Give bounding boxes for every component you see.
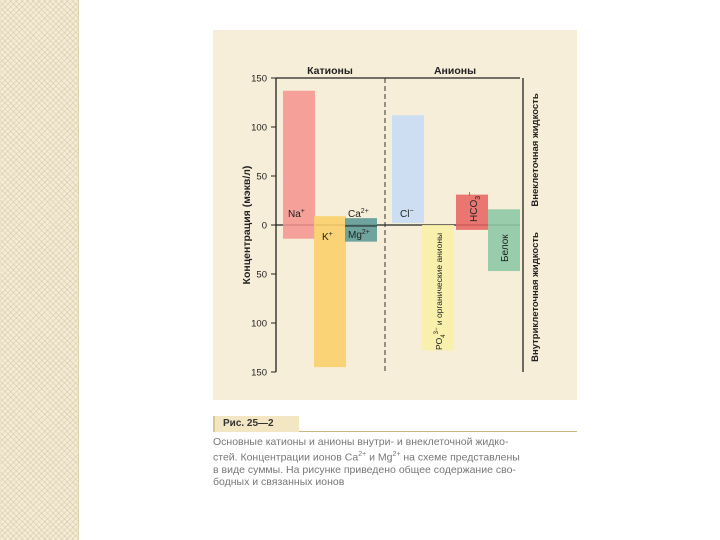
caption-line: в виде суммы. На рисунке приведено общее… xyxy=(213,463,516,476)
group-label-cations: Катионы xyxy=(307,65,353,77)
caption-line: бодных и связанных ионов xyxy=(213,476,345,489)
label-po4: PO43− и органические анионы xyxy=(434,233,447,350)
y-tick-label: 150 xyxy=(251,368,267,379)
label-hco3: HCO3− xyxy=(467,192,482,222)
label-ca: Ca2+ xyxy=(348,208,369,220)
label-cl: Cl− xyxy=(400,208,414,220)
bar-k xyxy=(314,216,346,368)
label-protein: Белок xyxy=(500,234,511,262)
y-tick-label: 50 xyxy=(256,270,267,281)
caption-line: Основные катионы и анионы внутри- и внек… xyxy=(213,436,509,448)
region-label-extracellular: Внеклеточная жидкость xyxy=(530,93,541,206)
bar-cl xyxy=(392,115,424,224)
caption-line: стей. Концентрации ионов Ca2+ и Mg2+ на … xyxy=(213,450,520,464)
label-mg: Mg2+ xyxy=(348,229,370,241)
y-tick-label: 0 xyxy=(262,221,267,232)
caption-divider xyxy=(299,431,577,432)
bar-hco3 xyxy=(456,194,488,230)
y-tick-label: 150 xyxy=(251,74,267,85)
label-k: K+ xyxy=(322,231,333,243)
bar-ca-mg xyxy=(345,218,377,242)
y-tick-label: 50 xyxy=(256,172,267,183)
bar-na xyxy=(283,90,315,239)
y-tick-label: 100 xyxy=(251,123,267,134)
y-tick-label: 100 xyxy=(251,319,267,330)
group-label-anions: Анионы xyxy=(434,65,476,77)
label-na: Na+ xyxy=(288,208,305,220)
decorative-left-strip xyxy=(0,0,79,540)
y-axis-title: Концентрация (мэкв/л) xyxy=(241,166,253,285)
bar-protein xyxy=(488,209,520,272)
figure-caption: Основные катионы и анионы внутри- и внек… xyxy=(213,436,579,489)
bar-po4-organic-anions xyxy=(422,225,454,351)
region-label-intracellular: Внутриклеточная жидкость xyxy=(530,232,541,362)
figure-caption-tag: Рис. 25—2 xyxy=(213,416,299,432)
